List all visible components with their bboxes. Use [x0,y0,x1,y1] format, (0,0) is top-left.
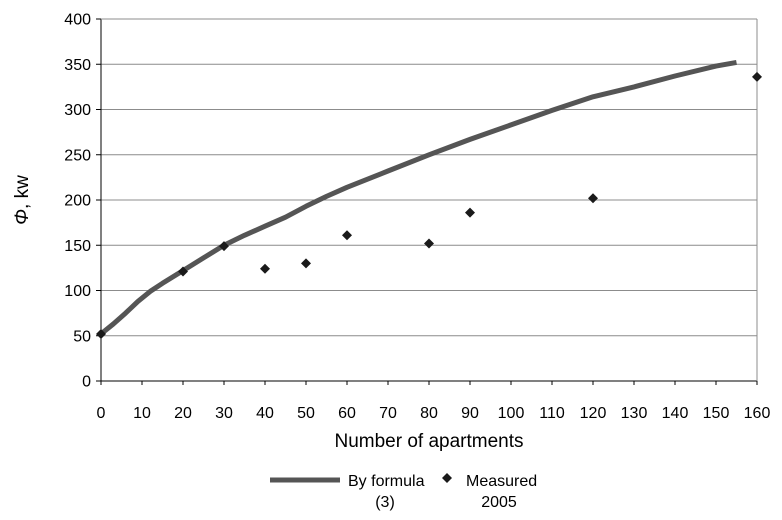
y-tick-label-400: 400 [64,12,91,29]
y-tick-label-50: 50 [73,328,91,345]
legend-label-formula-line2: (3) [375,494,395,511]
x-tick-label-90: 90 [461,405,479,422]
y-axis-title-unit: , kw [12,175,33,209]
x-tick-label-10: 10 [133,405,151,422]
y-tick-label-350: 350 [64,57,91,74]
x-tick-label-110: 110 [539,405,565,422]
y-axis-title-symbol: Φ [12,209,33,225]
legend-marker-diamond [442,473,452,483]
y-tick-labels: 0 50 100 150 200 250 300 350 400 [64,12,91,391]
y-tick-label-0: 0 [82,374,91,391]
legend: By formula (3) Measured 2005 [270,473,537,511]
x-tick-label-0: 0 [97,405,106,422]
data-point-measured-8 [588,193,598,204]
legend-label-measured-line1: Measured [466,473,537,490]
y-tick-label-300: 300 [64,102,91,119]
data-point-measured-7 [465,207,475,218]
y-tick-label-200: 200 [64,193,91,210]
x-axis-title: Number of apartments [334,431,523,452]
x-tick-label-80: 80 [420,405,438,422]
x-tick-labels: 0 10 20 30 40 50 60 70 80 90 100 110 120 130 140 150 160 [97,405,771,422]
x-tick-label-60: 60 [338,405,356,422]
data-point-measured-6 [424,238,434,249]
y-tick-label-250: 250 [64,147,91,164]
x-tick-label-150: 150 [703,405,730,422]
series-layer [96,59,762,339]
legend-label-measured-line2: 2005 [481,494,517,511]
x-tick-label-40: 40 [256,405,274,422]
data-point-measured-4 [301,258,311,269]
x-tick-label-20: 20 [174,405,192,422]
x-tick-label-70: 70 [379,405,397,422]
x-tick-label-50: 50 [297,405,315,422]
x-tick-label-140: 140 [662,405,689,422]
data-point-measured-1 [178,266,188,277]
data-point-measured-3 [260,263,270,274]
data-point-measured-5 [342,230,352,241]
legend-label-formula-line1: By formula [348,473,425,490]
data-point-measured-2 [219,241,229,252]
x-tick-label-130: 130 [621,405,648,422]
y-axis-title: Φ, kw [12,175,33,225]
x-tick-label-120: 120 [580,405,607,422]
x-tick-label-160: 160 [744,405,771,422]
x-tick-label-30: 30 [215,405,233,422]
x-tick-label-100: 100 [498,405,525,422]
y-tick-label-100: 100 [64,283,91,300]
data-point-measured-9 [752,71,762,82]
series-line-formula [99,59,737,336]
data-point-measured-0 [96,328,106,339]
y-tick-label-150: 150 [64,238,91,255]
